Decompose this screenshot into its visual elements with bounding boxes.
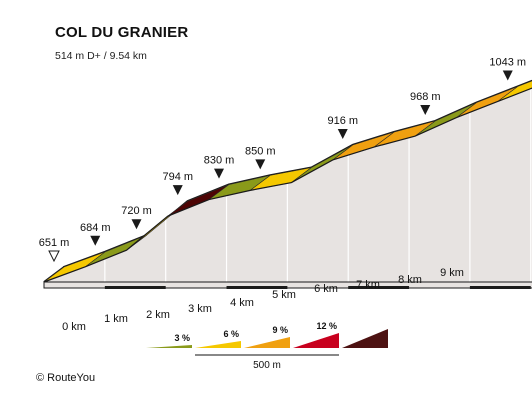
km-label: 2 km: [146, 309, 170, 321]
chart-subtitle: 514 m D+ / 9.54 km: [55, 50, 147, 62]
legend-swatch: [195, 341, 241, 348]
profile-base: [43, 281, 532, 289]
km-stripe: [348, 286, 410, 289]
legend-swatch: [146, 345, 192, 348]
legend-swatch: [244, 337, 290, 348]
elevation-marker: [420, 105, 431, 116]
km-label: 6 km: [314, 283, 338, 295]
elevation-marker: [255, 159, 266, 170]
km-label: 9 km: [440, 267, 464, 279]
km-stripe: [104, 286, 166, 289]
km-label: 7 km: [356, 279, 380, 291]
legend-label: 12 %: [316, 321, 337, 331]
km-label: 5 km: [272, 289, 296, 301]
elevation-marker: [337, 128, 348, 139]
elevation-label: 1043 m: [489, 56, 526, 68]
legend-swatch: [293, 333, 339, 348]
elevation-label: 968 m: [410, 91, 441, 103]
routeyou-credit: © RouteYou: [36, 372, 96, 384]
legend-label: 9 %: [272, 325, 288, 335]
elevation-marker: [214, 168, 224, 179]
elevation-label: 850 m: [245, 145, 276, 157]
elevation-marker: [131, 219, 142, 230]
legend-label: 3 %: [174, 333, 190, 343]
km-stripe: [226, 286, 288, 289]
elevation-label: 720 m: [121, 205, 152, 217]
km-label: 1 km: [104, 313, 128, 325]
km-label: 3 km: [188, 303, 212, 315]
chart-title: COL DU GRANIER: [55, 24, 189, 41]
elevation-label: 794 m: [162, 171, 193, 183]
elevation-label: 684 m: [80, 222, 111, 234]
elevation-label: 651 m: [39, 237, 70, 249]
elevation-marker: [502, 70, 513, 81]
elevation-label: 916 m: [327, 115, 358, 127]
km-stripe: [469, 286, 531, 289]
scale-label: 500 m: [253, 360, 281, 371]
elevation-marker: [172, 185, 183, 196]
elevation-marker: [90, 235, 101, 246]
km-label: 4 km: [230, 297, 254, 309]
km-label: 8 km: [398, 274, 422, 286]
legend-swatch: [342, 329, 388, 348]
elevation-label: 830 m: [204, 155, 235, 167]
endpoint-marker: [48, 250, 60, 263]
profile-top-edge: [43, 87, 532, 283]
legend-label: 6 %: [223, 329, 239, 339]
km-label: 0 km: [62, 321, 86, 333]
